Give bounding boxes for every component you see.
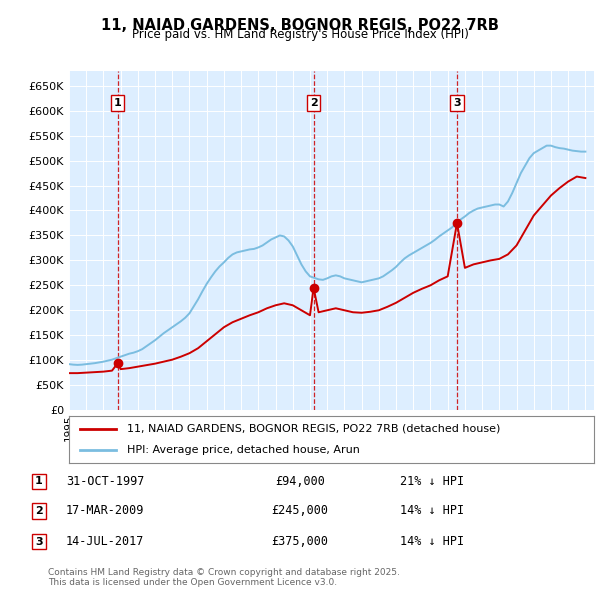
- Text: £94,000: £94,000: [275, 475, 325, 488]
- Text: 21% ↓ HPI: 21% ↓ HPI: [400, 475, 464, 488]
- Text: Contains HM Land Registry data © Crown copyright and database right 2025.
This d: Contains HM Land Registry data © Crown c…: [48, 568, 400, 587]
- Text: 17-MAR-2009: 17-MAR-2009: [66, 504, 144, 517]
- Text: 2: 2: [35, 506, 43, 516]
- Text: Price paid vs. HM Land Registry's House Price Index (HPI): Price paid vs. HM Land Registry's House …: [131, 28, 469, 41]
- Text: 14-JUL-2017: 14-JUL-2017: [66, 535, 144, 548]
- Text: 1: 1: [114, 98, 122, 108]
- Text: 2: 2: [310, 98, 317, 108]
- Text: 11, NAIAD GARDENS, BOGNOR REGIS, PO22 7RB: 11, NAIAD GARDENS, BOGNOR REGIS, PO22 7R…: [101, 18, 499, 32]
- Text: 14% ↓ HPI: 14% ↓ HPI: [400, 504, 464, 517]
- Text: 31-OCT-1997: 31-OCT-1997: [66, 475, 144, 488]
- Text: HPI: Average price, detached house, Arun: HPI: Average price, detached house, Arun: [127, 445, 359, 455]
- Text: 14% ↓ HPI: 14% ↓ HPI: [400, 535, 464, 548]
- Text: £245,000: £245,000: [271, 504, 329, 517]
- Text: 3: 3: [35, 537, 43, 546]
- Text: 3: 3: [453, 98, 461, 108]
- Text: 11, NAIAD GARDENS, BOGNOR REGIS, PO22 7RB (detached house): 11, NAIAD GARDENS, BOGNOR REGIS, PO22 7R…: [127, 424, 500, 434]
- Text: 1: 1: [35, 477, 43, 486]
- Text: £375,000: £375,000: [271, 535, 329, 548]
